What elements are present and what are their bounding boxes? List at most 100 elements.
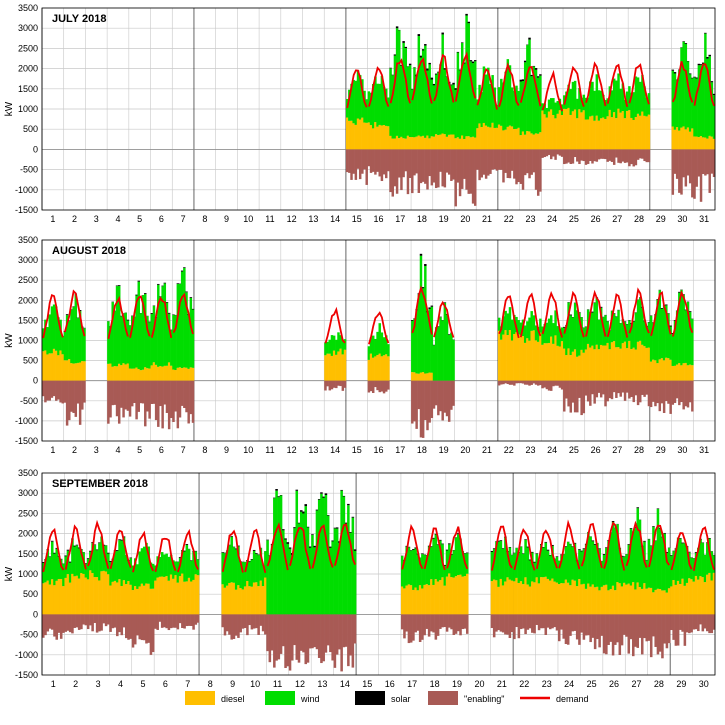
solar-bar: [322, 497, 325, 498]
x-tick-label: 28: [634, 445, 644, 455]
enabling-bar: [509, 614, 512, 638]
wind-bar: [340, 491, 343, 615]
enabling-bar: [78, 614, 81, 630]
wind-bar: [569, 544, 572, 585]
diesel-bar: [689, 132, 691, 150]
diesel-bar: [687, 127, 689, 149]
wind-bar: [127, 321, 129, 364]
diesel-bar: [493, 580, 496, 615]
enabling-bar: [401, 614, 404, 629]
diesel-bar: [151, 365, 153, 380]
diesel-bar: [569, 585, 572, 614]
enabling-bar: [702, 614, 705, 631]
wind-bar: [485, 75, 487, 126]
enabling-bar: [546, 149, 548, 156]
diesel-bar: [533, 330, 535, 380]
x-tick-label: 25: [587, 679, 597, 689]
diesel-bar: [609, 110, 611, 149]
enabling-bar: [114, 381, 116, 405]
wind-bar: [331, 541, 334, 614]
diesel-bar: [650, 588, 653, 614]
wind-bar: [357, 70, 359, 118]
enabling-bar: [604, 149, 606, 159]
enabling-bar: [71, 614, 74, 633]
diesel-bar: [654, 360, 656, 380]
diesel-bar: [459, 575, 462, 615]
x-tick-label: 31: [699, 214, 709, 224]
diesel-bar: [522, 584, 525, 614]
enabling-bar: [680, 149, 682, 194]
solar-bar: [522, 553, 525, 554]
enabling-bar: [619, 381, 621, 397]
enabling-bar: [643, 149, 645, 161]
x-tick-label: 25: [569, 214, 579, 224]
solar-bar: [542, 547, 545, 548]
solar-bar: [185, 292, 187, 293]
diesel-bar: [122, 363, 124, 380]
wind-bar: [452, 340, 454, 381]
solar-bar: [164, 283, 166, 284]
enabling-bar: [75, 381, 77, 417]
diesel-bar: [457, 575, 460, 614]
diesel-bar: [385, 354, 387, 380]
legend-swatch-enabling: [428, 691, 458, 705]
enabling-bar: [622, 149, 624, 161]
enabling-bar: [652, 614, 655, 636]
solar-bar: [183, 551, 186, 552]
wind-bar: [546, 323, 548, 344]
diesel-bar: [253, 583, 256, 615]
diesel-bar: [580, 112, 582, 149]
diesel-bar: [697, 580, 700, 615]
x-tick-label: 10: [243, 445, 253, 455]
diesel-bar: [633, 348, 635, 381]
wind-bar: [619, 323, 621, 348]
wind-bar: [526, 45, 528, 131]
enabling-bar: [348, 149, 350, 172]
wind-bar: [64, 332, 66, 360]
x-tick-label: 26: [591, 445, 601, 455]
solar-bar: [674, 72, 676, 73]
wind-bar: [474, 61, 476, 137]
enabling-bar: [609, 149, 611, 160]
solar-bar: [630, 528, 633, 529]
wind-bar: [431, 80, 433, 137]
enabling-bar: [262, 614, 265, 631]
diesel-bar: [537, 342, 539, 381]
enabling-bar: [593, 149, 595, 161]
enabling-bar: [121, 614, 124, 635]
wind-bar: [433, 85, 435, 136]
solar-bar: [405, 47, 407, 48]
diesel-bar: [585, 589, 588, 615]
solar-bar: [448, 334, 450, 335]
enabling-bar: [585, 149, 587, 164]
enabling-bar: [585, 381, 587, 396]
wind-bar: [188, 549, 191, 578]
enabling-bar: [667, 381, 669, 404]
diesel-bar: [598, 349, 600, 380]
wind-bar: [524, 62, 526, 134]
solar-bar: [392, 75, 394, 76]
enabling-bar: [437, 149, 439, 187]
enabling-bar: [136, 614, 139, 635]
wind-bar: [548, 100, 550, 112]
diesel-bar: [448, 573, 451, 614]
solar-bar: [76, 545, 79, 546]
diesel-bar: [76, 576, 79, 615]
wind-bar: [235, 549, 238, 589]
diesel-bar: [129, 369, 131, 381]
diesel-bar: [560, 583, 563, 614]
enabling-bar: [530, 149, 532, 174]
x-tick-label: 4: [118, 679, 123, 689]
diesel-bar: [602, 117, 604, 149]
enabling-bar: [152, 614, 155, 652]
x-tick-label: 8: [202, 445, 207, 455]
diesel-bar: [435, 579, 438, 614]
diesel-bar: [591, 346, 593, 381]
enabling-bar: [333, 381, 335, 388]
diesel-bar: [711, 581, 714, 615]
y-tick-label: 3500: [18, 3, 38, 13]
solar-bar: [695, 78, 697, 79]
diesel-bar: [478, 123, 480, 149]
enabling-bar: [334, 614, 337, 667]
wind-bar: [121, 541, 124, 586]
